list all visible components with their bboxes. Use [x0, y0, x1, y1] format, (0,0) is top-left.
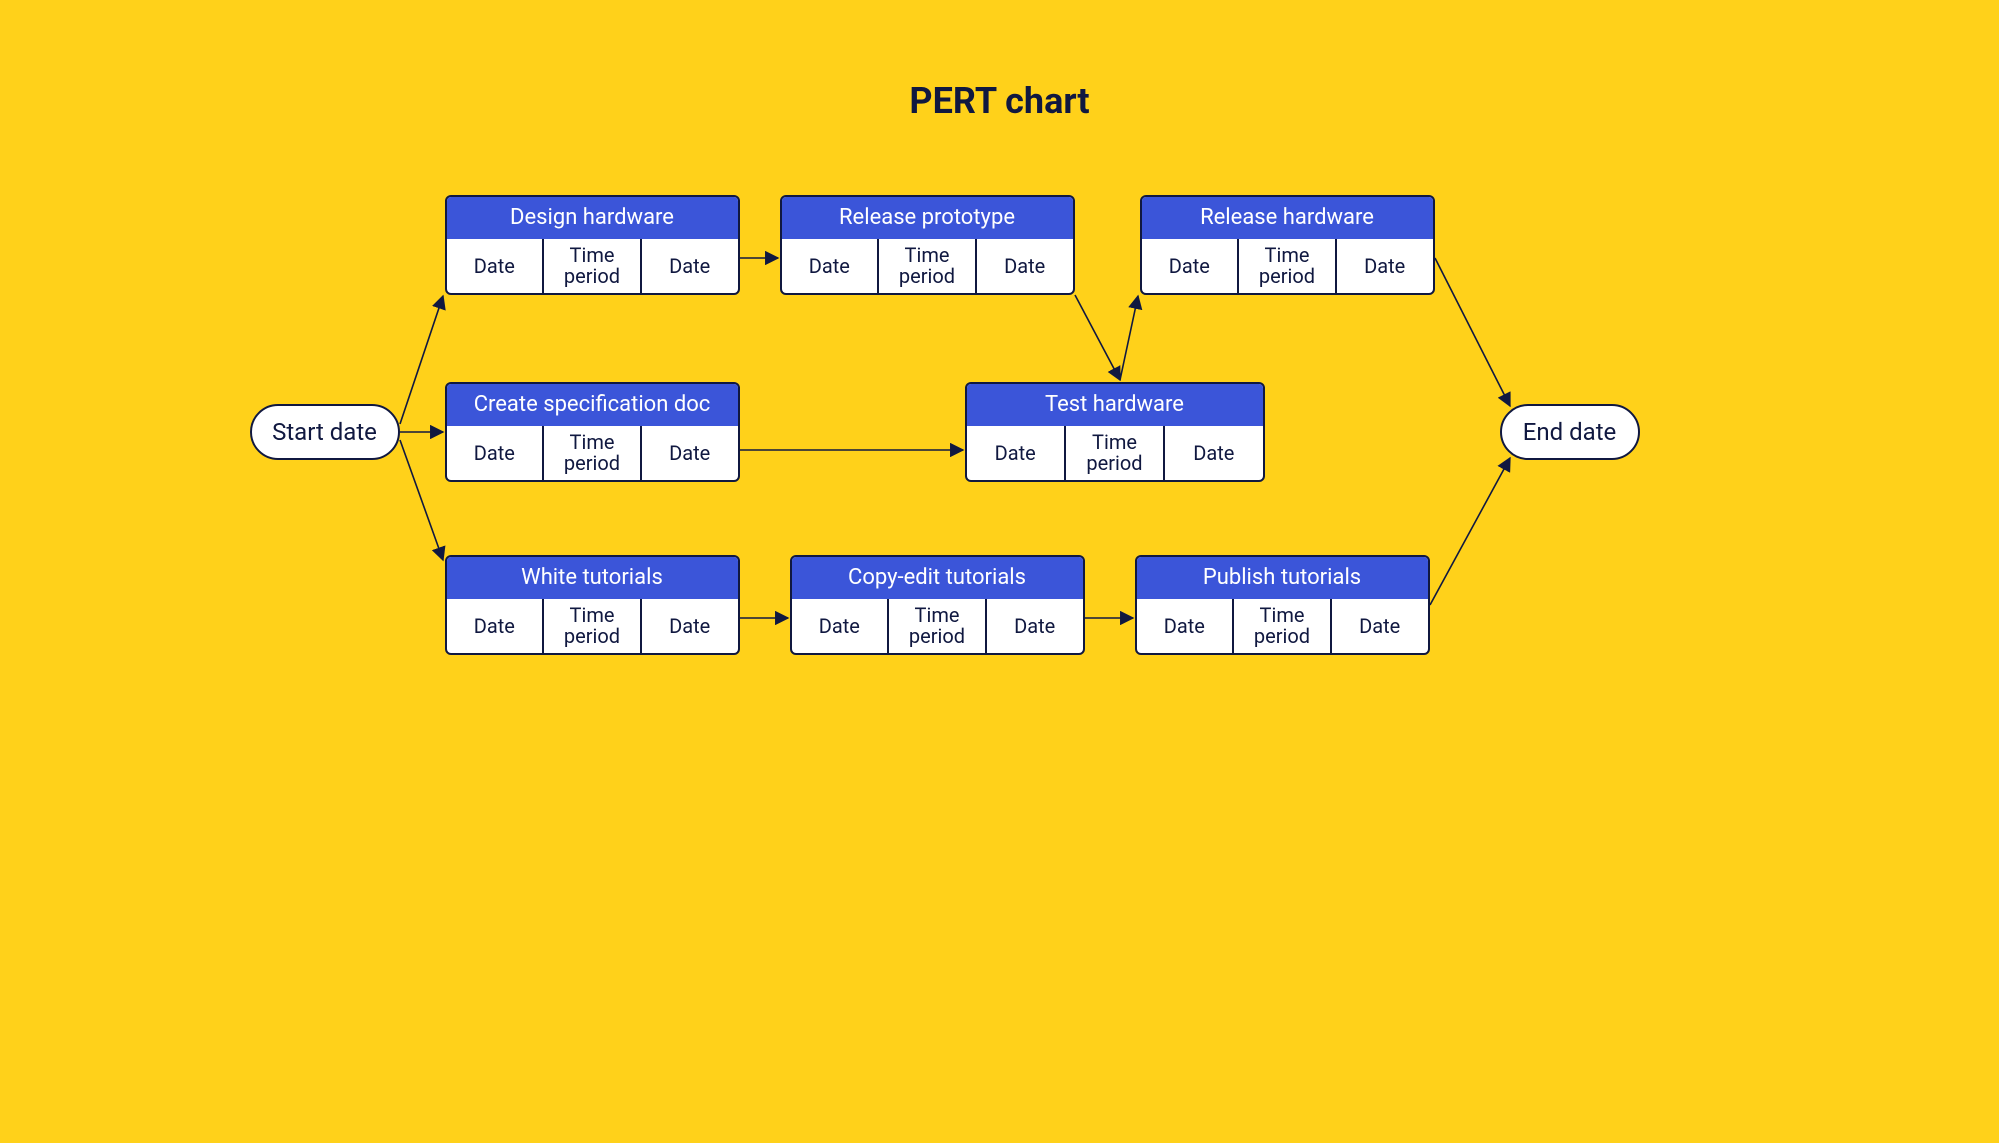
- task-test: Test hardwareDateTime periodDate: [965, 382, 1265, 482]
- task-header: Publish tutorials: [1137, 557, 1428, 599]
- edge: [400, 296, 443, 424]
- task-spec: Create specification docDateTime periodD…: [445, 382, 740, 482]
- task-header: Test hardware: [967, 384, 1263, 426]
- task-cell-right: Date: [1335, 239, 1433, 293]
- task-cell-left: Date: [782, 239, 878, 293]
- task-row: DateTime periodDate: [967, 426, 1263, 480]
- task-cell-mid: Time period: [1064, 426, 1163, 480]
- task-header: White tutorials: [447, 557, 738, 599]
- task-row: DateTime periodDate: [447, 239, 738, 293]
- task-relhw: Release hardwareDateTime periodDate: [1140, 195, 1435, 295]
- task-row: DateTime periodDate: [1137, 599, 1428, 653]
- task-cell-mid: Time period: [1237, 239, 1335, 293]
- task-cell-right: Date: [640, 599, 738, 653]
- task-row: DateTime periodDate: [1142, 239, 1433, 293]
- task-cell-left: Date: [1137, 599, 1233, 653]
- task-cell-right: Date: [1330, 599, 1428, 653]
- task-header: Create specification doc: [447, 384, 738, 426]
- task-cell-left: Date: [447, 599, 543, 653]
- task-publish: Publish tutorialsDateTime periodDate: [1135, 555, 1430, 655]
- edge: [1430, 458, 1510, 605]
- task-cell-mid: Time period: [542, 426, 640, 480]
- task-cell-left: Date: [447, 426, 543, 480]
- pert-chart-canvas: PERT chart Start date End date Design hard…: [220, 0, 1780, 890]
- edge: [400, 440, 443, 560]
- edge: [1435, 258, 1510, 406]
- task-cell-mid: Time period: [542, 239, 640, 293]
- task-header: Copy-edit tutorials: [792, 557, 1083, 599]
- task-header: Release prototype: [782, 197, 1073, 239]
- task-proto: Release prototypeDateTime periodDate: [780, 195, 1075, 295]
- task-cell-right: Date: [640, 426, 738, 480]
- pill-start: Start date: [250, 404, 400, 460]
- task-row: DateTime periodDate: [782, 239, 1073, 293]
- task-header: Design hardware: [447, 197, 738, 239]
- task-cell-mid: Time period: [1232, 599, 1330, 653]
- task-row: DateTime periodDate: [447, 426, 738, 480]
- task-cell-right: Date: [975, 239, 1073, 293]
- task-cell-mid: Time period: [542, 599, 640, 653]
- chart-title: PERT chart: [220, 80, 1780, 122]
- task-row: DateTime periodDate: [792, 599, 1083, 653]
- task-cell-right: Date: [640, 239, 738, 293]
- task-copy: Copy-edit tutorialsDateTime periodDate: [790, 555, 1085, 655]
- task-cell-left: Date: [1142, 239, 1238, 293]
- task-cell-left: Date: [447, 239, 543, 293]
- task-white: White tutorialsDateTime periodDate: [445, 555, 740, 655]
- task-cell-mid: Time period: [877, 239, 975, 293]
- task-header: Release hardware: [1142, 197, 1433, 239]
- edge: [1075, 295, 1120, 380]
- task-cell-left: Date: [967, 426, 1064, 480]
- task-cell-right: Date: [985, 599, 1083, 653]
- task-design: Design hardwareDateTime periodDate: [445, 195, 740, 295]
- task-cell-right: Date: [1163, 426, 1262, 480]
- task-row: DateTime periodDate: [447, 599, 738, 653]
- edge: [1120, 296, 1138, 380]
- task-cell-mid: Time period: [887, 599, 985, 653]
- task-cell-left: Date: [792, 599, 888, 653]
- pill-end: End date: [1500, 404, 1640, 460]
